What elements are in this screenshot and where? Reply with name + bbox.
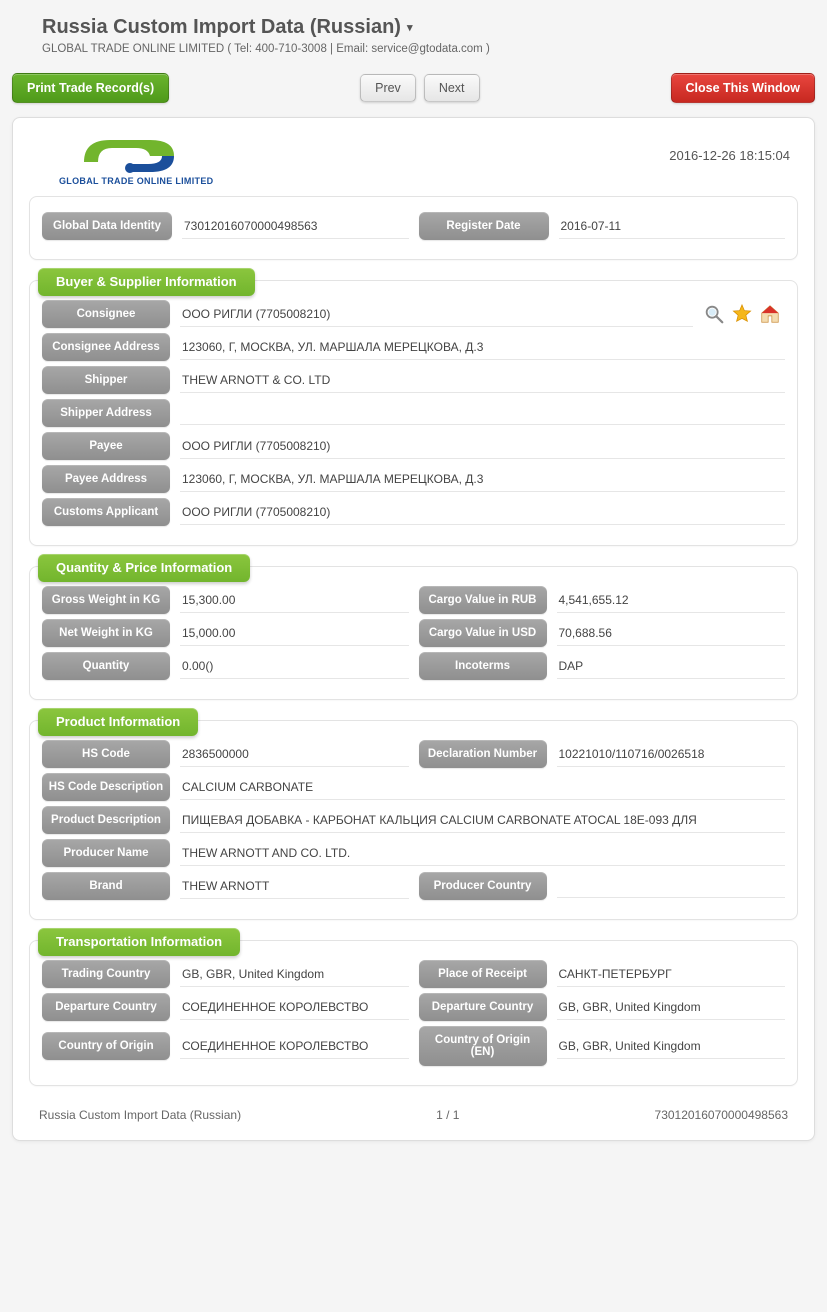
decl-value: 10221010/110716/0026518 xyxy=(557,741,786,767)
page-title-text: Russia Custom Import Data (Russian) xyxy=(42,16,401,39)
usd-value: 70,688.56 xyxy=(557,620,786,646)
origin-value: СОЕДИНЕННОЕ КОРОЛЕВСТВО xyxy=(180,1033,409,1059)
receipt-value: САНКТ-ПЕТЕРБУРГ xyxy=(557,961,786,987)
transport-title: Transportation Information xyxy=(38,928,240,956)
page-title: Russia Custom Import Data (Russian) ▾ xyxy=(42,16,815,39)
prev-button[interactable]: Prev xyxy=(360,74,416,102)
prodcountry-label: Producer Country xyxy=(419,872,547,900)
origin-label: Country of Origin xyxy=(42,1032,170,1060)
global-id-value: 73012016070000498563 xyxy=(182,213,409,239)
usd-label: Cargo Value in USD xyxy=(419,619,547,647)
footer: Russia Custom Import Data (Russian) 1 / … xyxy=(29,1108,798,1122)
footer-left: Russia Custom Import Data (Russian) xyxy=(39,1108,241,1122)
quantity-price-panel: Quantity & Price Information Gross Weigh… xyxy=(29,566,798,700)
gross-label: Gross Weight in KG xyxy=(42,586,170,614)
depen-label: Departure Country xyxy=(419,993,547,1021)
receipt-label: Place of Receipt xyxy=(419,960,547,988)
rub-value: 4,541,655.12 xyxy=(557,587,786,613)
quantity-price-title: Quantity & Price Information xyxy=(38,554,250,582)
product-title: Product Information xyxy=(38,708,198,736)
trading-value: GB, GBR, United Kingdom xyxy=(180,961,409,987)
brand-value: THEW ARNOTT xyxy=(180,873,409,899)
payee-label: Payee xyxy=(42,432,170,460)
net-value: 15,000.00 xyxy=(180,620,409,646)
close-button[interactable]: Close This Window xyxy=(671,73,815,103)
shipper-addr-value xyxy=(180,401,785,425)
rub-label: Cargo Value in RUB xyxy=(419,586,547,614)
register-date-value: 2016-07-11 xyxy=(559,213,786,239)
payee-value: ООО РИГЛИ (7705008210) xyxy=(180,433,785,459)
depen-value: GB, GBR, United Kingdom xyxy=(557,994,786,1020)
search-icon[interactable] xyxy=(703,303,725,325)
consignee-addr-label: Consignee Address xyxy=(42,333,170,361)
logo-caption: GLOBAL TRADE ONLINE LIMITED xyxy=(59,176,213,186)
hs-label: HS Code xyxy=(42,740,170,768)
hsdesc-label: HS Code Description xyxy=(42,773,170,801)
product-panel: Product Information HS Code2836500000 De… xyxy=(29,720,798,920)
buyer-supplier-panel: Buyer & Supplier Information Consignee О… xyxy=(29,280,798,546)
consignee-addr-value: 123060, Г, МОСКВА, УЛ. МАРШАЛА МЕРЕЦКОВА… xyxy=(180,334,785,360)
consignee-label: Consignee xyxy=(42,300,170,328)
decl-label: Declaration Number xyxy=(419,740,547,768)
hs-value: 2836500000 xyxy=(180,741,409,767)
inco-value: DAP xyxy=(557,653,786,679)
record-card: GLOBAL TRADE ONLINE LIMITED 2016-12-26 1… xyxy=(12,117,815,1141)
payee-addr-value: 123060, Г, МОСКВА, УЛ. МАРШАЛА МЕРЕЦКОВА… xyxy=(180,466,785,492)
qty-label: Quantity xyxy=(42,652,170,680)
title-dropdown-icon[interactable]: ▾ xyxy=(407,21,413,34)
prodcountry-value xyxy=(557,874,786,898)
hsdesc-value: CALCIUM CARBONATE xyxy=(180,774,785,800)
proddesc-value: ПИЩЕВАЯ ДОБАВКА - КАРБОНАТ КАЛЬЦИЯ CALCI… xyxy=(180,807,785,833)
register-date-label: Register Date xyxy=(419,212,549,240)
brand-label: Brand xyxy=(42,872,170,900)
star-icon[interactable] xyxy=(731,303,753,325)
footer-center: 1 / 1 xyxy=(436,1108,459,1122)
gross-value: 15,300.00 xyxy=(180,587,409,613)
buyer-supplier-title: Buyer & Supplier Information xyxy=(38,268,255,296)
dep-value: СОЕДИНЕННОЕ КОРОЛЕВСТВО xyxy=(180,994,409,1020)
transport-panel: Transportation Information Trading Count… xyxy=(29,940,798,1086)
shipper-label: Shipper xyxy=(42,366,170,394)
footer-right: 73012016070000498563 xyxy=(655,1108,788,1122)
customs-label: Customs Applicant xyxy=(42,498,170,526)
logo-icon xyxy=(76,132,196,174)
next-button[interactable]: Next xyxy=(424,74,480,102)
customs-value: ООО РИГЛИ (7705008210) xyxy=(180,499,785,525)
timestamp: 2016-12-26 18:15:04 xyxy=(669,132,798,163)
originen-label: Country of Origin (EN) xyxy=(419,1026,547,1066)
toolbar: Print Trade Record(s) Prev Next Close Th… xyxy=(12,73,815,103)
qty-value: 0.00() xyxy=(180,653,409,679)
global-id-label: Global Data Identity xyxy=(42,212,172,240)
originen-value: GB, GBR, United Kingdom xyxy=(557,1033,786,1059)
home-icon[interactable] xyxy=(759,303,781,325)
shipper-addr-label: Shipper Address xyxy=(42,399,170,427)
consignee-value: ООО РИГЛИ (7705008210) xyxy=(180,301,693,327)
net-label: Net Weight in KG xyxy=(42,619,170,647)
payee-addr-label: Payee Address xyxy=(42,465,170,493)
proddesc-label: Product Description xyxy=(42,806,170,834)
dep-label: Departure Country xyxy=(42,993,170,1021)
print-button[interactable]: Print Trade Record(s) xyxy=(12,73,169,103)
shipper-value: THEW ARNOTT & CO. LTD xyxy=(180,367,785,393)
logo: GLOBAL TRADE ONLINE LIMITED xyxy=(29,132,213,186)
page-subtitle: GLOBAL TRADE ONLINE LIMITED ( Tel: 400-7… xyxy=(42,43,815,55)
inco-label: Incoterms xyxy=(419,652,547,680)
producer-value: THEW ARNOTT AND CO. LTD. xyxy=(180,840,785,866)
identity-panel: Global Data Identity 7301201607000049856… xyxy=(29,196,798,260)
producer-label: Producer Name xyxy=(42,839,170,867)
trading-label: Trading Country xyxy=(42,960,170,988)
